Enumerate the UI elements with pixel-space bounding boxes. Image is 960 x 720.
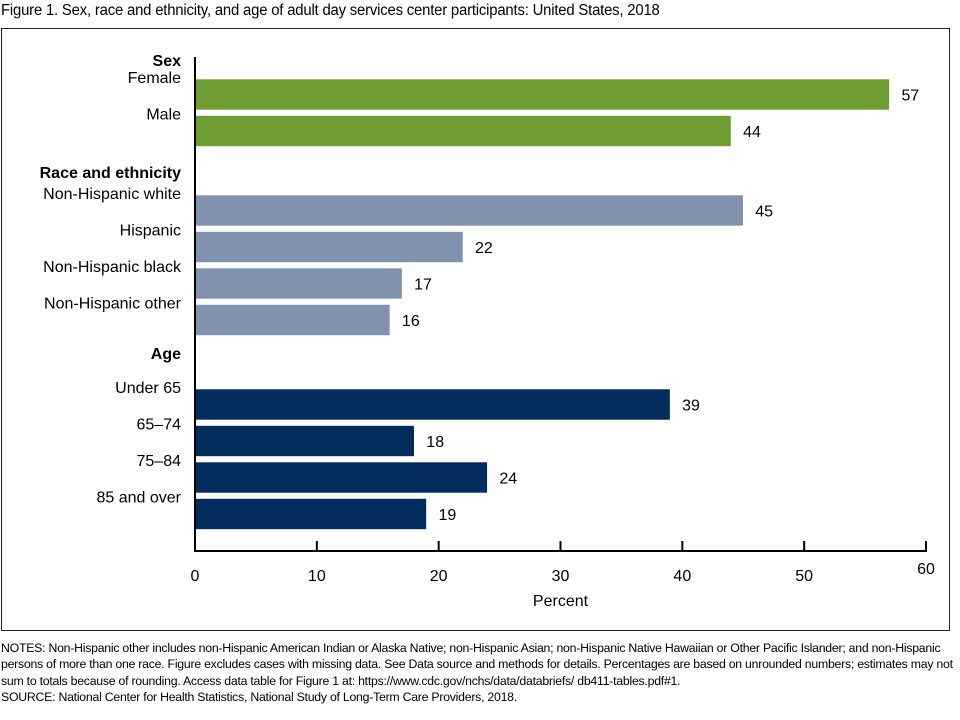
category-label: Non-Hispanic black xyxy=(43,259,182,276)
x-tick-label: 30 xyxy=(552,568,570,585)
category-label: 65–74 xyxy=(137,417,182,434)
category-label: Non-Hispanic white xyxy=(43,186,181,203)
x-tick-label: 10 xyxy=(308,568,326,585)
bar xyxy=(194,498,427,530)
group-header: Sex xyxy=(153,53,182,70)
data-label: 22 xyxy=(475,240,493,257)
bar xyxy=(194,78,890,111)
bar xyxy=(194,388,671,421)
category-label: Female xyxy=(128,70,181,87)
bar xyxy=(194,267,403,300)
bar xyxy=(194,231,464,263)
notes-section: NOTES: Non-Hispanic other includes non-H… xyxy=(1,640,959,706)
x-axis-title: Percent xyxy=(533,593,589,610)
bar xyxy=(194,304,391,336)
bar xyxy=(194,115,732,147)
data-label: 45 xyxy=(755,204,773,221)
data-label: 44 xyxy=(743,124,761,141)
bar xyxy=(194,425,415,457)
group-header: Age xyxy=(151,346,181,363)
x-tick-label: 60 xyxy=(917,561,935,578)
category-label: 85 and over xyxy=(96,490,181,507)
data-label: 17 xyxy=(414,277,432,294)
category-label: Male xyxy=(146,107,181,124)
notes-text: NOTES: Non-Hispanic other includes non-H… xyxy=(1,641,953,688)
data-label: 16 xyxy=(402,313,420,330)
bar xyxy=(194,461,488,494)
source-text: SOURCE: National Center for Health Stati… xyxy=(1,690,517,705)
data-label: 57 xyxy=(901,88,919,105)
x-tick-label: 20 xyxy=(430,568,448,585)
data-label: 39 xyxy=(682,398,700,415)
chart-frame xyxy=(1,28,950,631)
data-label: 24 xyxy=(499,471,517,488)
data-label: 19 xyxy=(438,507,456,524)
x-tick-label: 0 xyxy=(191,568,200,585)
data-label: 18 xyxy=(426,434,444,451)
category-label: Under 65 xyxy=(115,380,181,397)
x-tick-label: 40 xyxy=(673,568,691,585)
category-label: Hispanic xyxy=(120,223,181,240)
group-header: Race and ethnicity xyxy=(40,165,181,182)
x-tick-label: 50 xyxy=(795,568,813,585)
category-label: 75–84 xyxy=(137,453,182,470)
category-label: Non-Hispanic other xyxy=(44,296,182,313)
figure-title: Figure 1. Sex, race and ethnicity, and a… xyxy=(1,2,660,19)
bar xyxy=(194,194,744,227)
